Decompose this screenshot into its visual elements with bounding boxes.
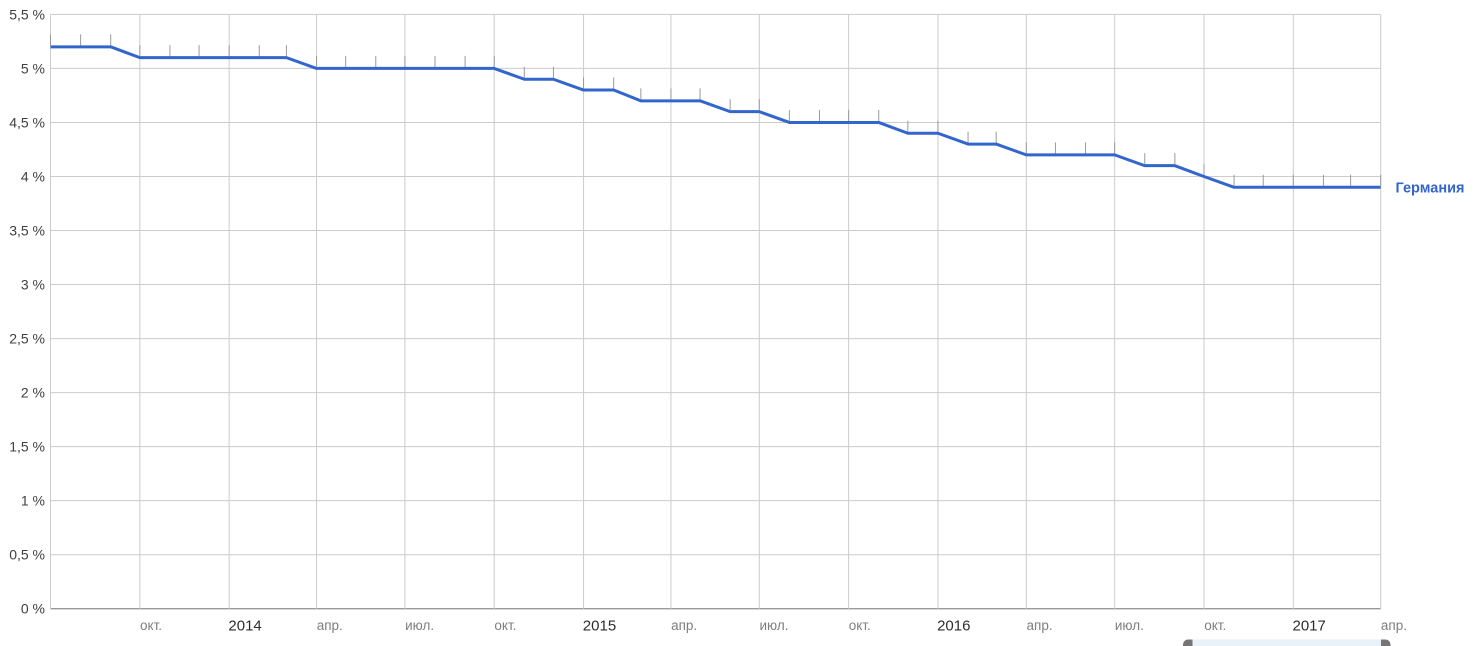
svg-text:окт.: окт.: [849, 618, 871, 633]
svg-text:4 %: 4 %: [21, 169, 45, 185]
svg-text:апр.: апр.: [317, 618, 343, 633]
svg-text:1,5 %: 1,5 %: [9, 439, 45, 455]
svg-text:2016: 2016: [937, 618, 970, 635]
svg-text:июл.: июл.: [405, 618, 434, 633]
svg-text:окт.: окт.: [1204, 618, 1226, 633]
svg-text:0 %: 0 %: [21, 601, 45, 617]
svg-text:4,5 %: 4,5 %: [9, 115, 45, 131]
svg-text:5 %: 5 %: [21, 60, 45, 76]
svg-text:июл.: июл.: [1115, 618, 1144, 633]
svg-text:апр.: апр.: [671, 618, 697, 633]
svg-text:2015: 2015: [583, 618, 616, 635]
svg-text:2014: 2014: [228, 618, 261, 635]
svg-text:0,5 %: 0,5 %: [9, 547, 45, 563]
svg-text:2017: 2017: [1293, 618, 1326, 635]
svg-text:июл.: июл.: [760, 618, 789, 633]
svg-text:Германия: Германия: [1396, 181, 1465, 197]
svg-text:5,5 %: 5,5 %: [9, 6, 45, 22]
svg-text:3 %: 3 %: [21, 277, 45, 293]
svg-text:апр.: апр.: [1027, 618, 1053, 633]
svg-text:2 %: 2 %: [21, 385, 45, 401]
svg-text:апр.: апр.: [1381, 618, 1407, 633]
svg-text:1 %: 1 %: [21, 493, 45, 509]
svg-text:окт.: окт.: [140, 618, 162, 633]
svg-text:2,5 %: 2,5 %: [9, 331, 45, 347]
svg-text:3,5 %: 3,5 %: [9, 223, 45, 239]
svg-text:окт.: окт.: [494, 618, 516, 633]
